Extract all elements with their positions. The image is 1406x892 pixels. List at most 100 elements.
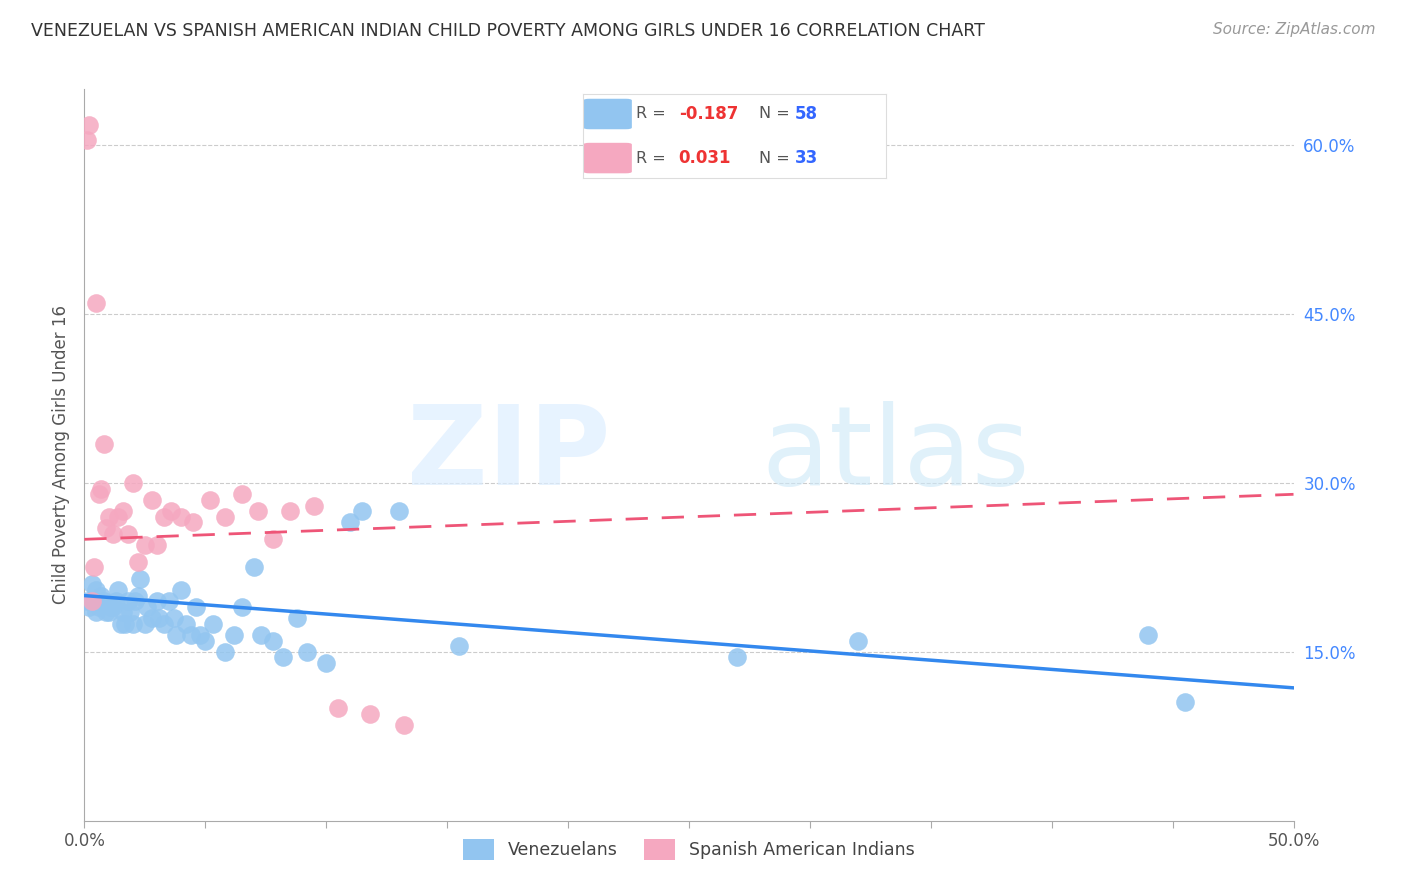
Point	[94, 606, 117, 620]
Point	[107, 509, 129, 524]
Point	[198, 492, 221, 507]
Point	[103, 526, 125, 541]
Point	[141, 492, 163, 507]
Point	[250, 628, 273, 642]
Point	[328, 701, 350, 715]
Point	[141, 611, 163, 625]
Point	[93, 594, 115, 608]
Point	[725, 650, 748, 665]
Point	[1174, 696, 1197, 710]
Point	[201, 616, 224, 631]
Point	[153, 616, 176, 631]
Text: 58: 58	[796, 105, 818, 123]
Point	[124, 594, 146, 608]
Point	[315, 656, 337, 670]
Point	[100, 599, 122, 614]
Point	[846, 633, 869, 648]
Point	[170, 582, 193, 597]
Point	[90, 589, 112, 603]
Point	[231, 487, 253, 501]
Point	[114, 616, 136, 631]
Point	[295, 645, 318, 659]
Point	[157, 594, 180, 608]
Point	[271, 650, 294, 665]
Point	[136, 599, 159, 614]
Point	[134, 616, 156, 631]
Point	[90, 482, 112, 496]
Text: N =: N =	[759, 151, 794, 166]
Point	[104, 594, 127, 608]
Point	[117, 594, 139, 608]
FancyBboxPatch shape	[583, 143, 631, 173]
Text: N =: N =	[759, 106, 794, 121]
Point	[163, 611, 186, 625]
Text: 33: 33	[796, 149, 818, 167]
Text: atlas: atlas	[762, 401, 1031, 508]
Point	[352, 504, 374, 518]
Text: VENEZUELAN VS SPANISH AMERICAN INDIAN CHILD POVERTY AMONG GIRLS UNDER 16 CORRELA: VENEZUELAN VS SPANISH AMERICAN INDIAN CH…	[31, 22, 984, 40]
Point	[127, 589, 149, 603]
Point	[112, 504, 135, 518]
Point	[302, 499, 325, 513]
Point	[224, 628, 246, 642]
Point	[359, 706, 381, 721]
Point	[86, 296, 108, 310]
Point	[1137, 628, 1160, 642]
Point	[449, 639, 471, 653]
Point	[86, 606, 108, 620]
Point	[153, 509, 176, 524]
Legend: Venezuelans, Spanish American Indians: Venezuelans, Spanish American Indians	[456, 831, 922, 867]
Point	[148, 611, 170, 625]
Point	[180, 628, 202, 642]
Point	[80, 577, 103, 591]
Point	[77, 118, 100, 132]
Point	[242, 560, 264, 574]
Point	[112, 606, 135, 620]
Point	[83, 594, 105, 608]
Point	[103, 599, 125, 614]
Point	[231, 599, 253, 614]
Point	[76, 594, 98, 608]
Point	[77, 599, 100, 614]
Point	[190, 628, 212, 642]
Point	[76, 133, 98, 147]
Point	[117, 526, 139, 541]
Point	[94, 521, 117, 535]
Point	[285, 611, 308, 625]
Point	[134, 538, 156, 552]
Point	[278, 504, 301, 518]
Point	[146, 538, 169, 552]
Point	[392, 718, 415, 732]
Point	[388, 504, 411, 518]
Point	[127, 555, 149, 569]
Text: R =: R =	[637, 151, 671, 166]
Point	[121, 476, 143, 491]
Point	[170, 509, 193, 524]
FancyBboxPatch shape	[583, 99, 631, 129]
Text: ZIP: ZIP	[406, 401, 610, 508]
Point	[262, 633, 284, 648]
Point	[184, 599, 207, 614]
Text: R =: R =	[637, 106, 671, 121]
Point	[80, 594, 103, 608]
Point	[129, 572, 152, 586]
Point	[146, 594, 169, 608]
Point	[214, 509, 236, 524]
Point	[87, 599, 110, 614]
Point	[121, 616, 143, 631]
Point	[86, 582, 108, 597]
Point	[93, 436, 115, 450]
Point	[97, 509, 120, 524]
Text: Source: ZipAtlas.com: Source: ZipAtlas.com	[1212, 22, 1375, 37]
Point	[214, 645, 236, 659]
Point	[165, 628, 187, 642]
Text: -0.187: -0.187	[679, 105, 738, 123]
Point	[83, 560, 105, 574]
Y-axis label: Child Poverty Among Girls Under 16: Child Poverty Among Girls Under 16	[52, 305, 70, 605]
Point	[160, 504, 183, 518]
Text: 0.031: 0.031	[679, 149, 731, 167]
Point	[120, 606, 142, 620]
Point	[262, 533, 284, 547]
Point	[107, 582, 129, 597]
Point	[194, 633, 217, 648]
